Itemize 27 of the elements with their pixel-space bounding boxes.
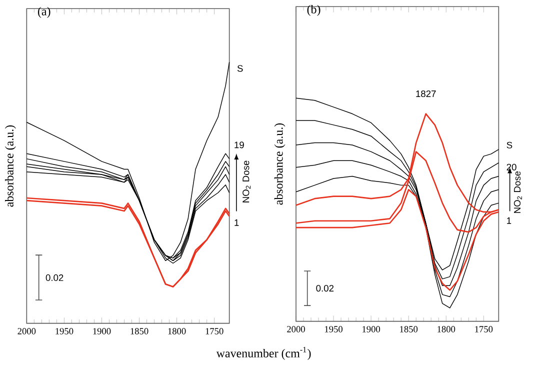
x-tick-label: 1800	[438, 326, 456, 332]
x-tick-label: 2000	[287, 326, 305, 332]
text: 1	[234, 219, 239, 226]
text: NO$_{2}$ Dose	[242, 160, 251, 202]
annotation: 0.02	[316, 284, 334, 292]
y-axis-title: absorbance (a.u.)	[5, 125, 16, 207]
annotation: 0.02	[46, 274, 64, 281]
text: 19	[234, 142, 244, 148]
chart-title: (a)	[38, 6, 50, 18]
x-tick-label: 1950	[325, 326, 343, 332]
x-tick-label: 1950	[56, 328, 74, 334]
x-axis-title: wavenumber (cm$^{-1}$)	[216, 346, 311, 360]
x-tick-label: 1850	[400, 326, 418, 332]
x-tick-label: 1750	[206, 328, 224, 334]
x-tick-label: 1850	[130, 328, 148, 334]
text: 1	[507, 217, 512, 224]
y-axis-title: absorbance (a.u.)	[274, 123, 286, 205]
x-tick-label: 1900	[93, 328, 111, 334]
text: S	[506, 142, 512, 148]
x-tick-label: 2000	[18, 328, 36, 334]
x-tick-label: 1900	[362, 326, 380, 332]
text: NO$_{2}$ Dose	[514, 171, 522, 213]
annotation: 1827	[416, 90, 436, 98]
text: S	[237, 65, 243, 72]
x-tick-label: 1750	[475, 326, 493, 332]
x-tick-label: 1800	[168, 328, 186, 334]
chart-title: (b)	[307, 4, 320, 16]
